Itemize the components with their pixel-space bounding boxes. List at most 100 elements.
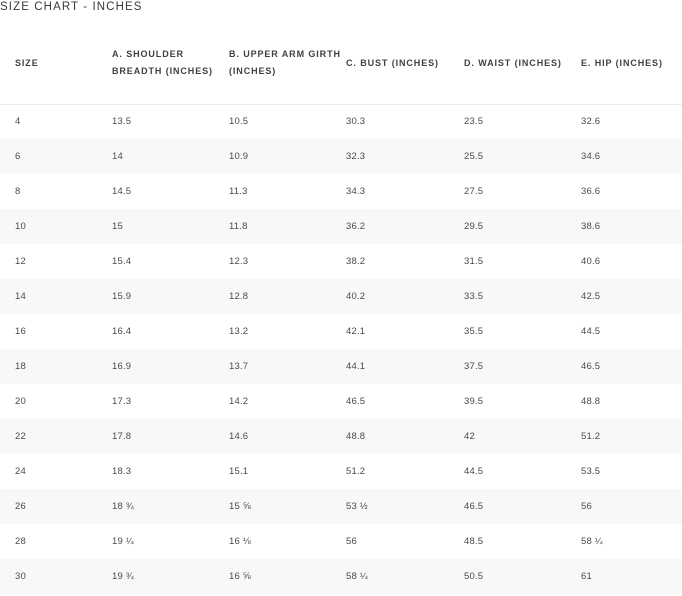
cell-shoulder-breadth: 15.9 [112, 291, 132, 302]
cell-shoulder-breadth: 15 [112, 221, 123, 232]
cell-upper-arm-girth: 16 ⅝ [229, 571, 251, 582]
table-header-row: SIZE A. SHOULDER BREADTH (INCHES) B. UPP… [0, 23, 682, 105]
header-waist: D. WAIST (INCHES) [464, 23, 581, 105]
cell-hip: 48.8 [581, 396, 601, 407]
cell-hip: 58 ¼ [581, 536, 603, 547]
cell-hip: 44.5 [581, 326, 601, 337]
cell-shoulder-breadth: 13.5 [112, 116, 132, 128]
cell-waist: 23.5 [464, 116, 484, 128]
cell-bust: 44.1 [346, 361, 366, 372]
cell-bust: 42.1 [346, 326, 366, 337]
table-row: 14 15.9 12.8 40.2 33.5 42.5 [0, 279, 682, 314]
cell-upper-arm-girth: 11.8 [229, 221, 248, 232]
cell-upper-arm-girth: 15.1 [229, 466, 249, 477]
cell-upper-arm-girth: 10.5 [229, 116, 249, 128]
cell-hip: 53.5 [581, 466, 601, 477]
cell-bust: 30.3 [346, 116, 366, 128]
cell-size: 20 [15, 396, 26, 407]
header-hip: E. HIP (INCHES) [581, 23, 682, 105]
cell-upper-arm-girth: 12.8 [229, 291, 249, 302]
cell-size: 26 [15, 501, 26, 512]
cell-shoulder-breadth: 14 [112, 151, 123, 162]
cell-hip: 38.6 [581, 221, 601, 232]
header-upper-arm-girth: B. UPPER ARM GIRTH (INCHES) [229, 23, 346, 105]
cell-upper-arm-girth: 13.7 [229, 361, 249, 372]
cell-bust: 58 ¼ [346, 571, 368, 582]
cell-waist: 42 [464, 431, 475, 442]
cell-shoulder-breadth: 18.3 [112, 466, 132, 477]
cell-shoulder-breadth: 17.3 [112, 396, 132, 407]
cell-bust: 36.2 [346, 221, 366, 232]
cell-shoulder-breadth: 18 ¾ [112, 501, 134, 512]
size-chart-table: SIZE A. SHOULDER BREADTH (INCHES) B. UPP… [0, 23, 682, 594]
cell-bust: 38.2 [346, 256, 366, 267]
cell-hip: 56 [581, 501, 592, 512]
cell-bust: 56 [346, 536, 357, 547]
table-row: 16 16.4 13.2 42.1 35.5 44.5 [0, 314, 682, 349]
cell-size: 18 [15, 361, 26, 372]
cell-hip: 34.6 [581, 151, 601, 162]
page-title: SIZE CHART - INCHES [0, 1, 143, 13]
cell-shoulder-breadth: 16.4 [112, 326, 132, 337]
cell-hip: 32.6 [581, 116, 601, 128]
cell-bust: 53 ½ [346, 501, 368, 512]
cell-bust: 40.2 [346, 291, 366, 302]
cell-shoulder-breadth: 17.8 [112, 431, 132, 442]
cell-waist: 27.5 [464, 186, 484, 197]
cell-size: 8 [15, 186, 21, 197]
cell-waist: 29.5 [464, 221, 484, 232]
cell-waist: 31.5 [464, 256, 484, 267]
table-body: 4 13.5 10.5 30.3 23.5 32.6 6 14 10.9 32.3 25.5 34.6… [0, 104, 682, 594]
table-row: 30 19 ¾ 16 ⅝ 58 ¼ 50.5 61 [0, 559, 682, 594]
table-row: 26 18 ¾ 15 ⅝ 53 ½ 46.5 56 [0, 489, 682, 524]
cell-waist: 25.5 [464, 151, 484, 162]
cell-size: 10 [15, 221, 26, 232]
cell-waist: 48.5 [464, 536, 484, 547]
cell-size: 22 [15, 431, 26, 442]
table-row: 28 19 ¼ 16 ⅛ 56 48.5 58 ¼ [0, 524, 682, 559]
cell-waist: 37.5 [464, 361, 484, 372]
cell-bust: 51.2 [346, 466, 366, 477]
table-row: 18 16.9 13.7 44.1 37.5 46.5 [0, 349, 682, 384]
table-row: 6 14 10.9 32.3 25.5 34.6 [0, 139, 682, 174]
header-bust: C. BUST (INCHES) [346, 23, 464, 105]
cell-upper-arm-girth: 15 ⅝ [229, 501, 251, 512]
cell-upper-arm-girth: 10.9 [229, 151, 249, 162]
cell-upper-arm-girth: 13.2 [229, 326, 249, 337]
cell-waist: 46.5 [464, 501, 484, 512]
cell-upper-arm-girth: 14.6 [229, 431, 249, 442]
table-row: 22 17.8 14.6 48.8 42 51.2 [0, 419, 682, 454]
header-size: SIZE [0, 23, 112, 105]
cell-hip: 42.5 [581, 291, 601, 302]
cell-size: 28 [15, 536, 26, 547]
cell-size: 24 [15, 466, 26, 477]
cell-size: 6 [15, 151, 21, 162]
cell-size: 14 [15, 291, 26, 302]
cell-upper-arm-girth: 12.3 [229, 256, 249, 267]
table-row: 20 17.3 14.2 46.5 39.5 48.8 [0, 384, 682, 419]
cell-bust: 48.8 [346, 431, 366, 442]
cell-waist: 33.5 [464, 291, 484, 302]
cell-shoulder-breadth: 16.9 [112, 361, 132, 372]
cell-hip: 61 [581, 571, 592, 582]
cell-upper-arm-girth: 16 ⅛ [229, 536, 251, 547]
cell-bust: 34.3 [346, 186, 366, 197]
table-row: 8 14.5 11.3 34.3 27.5 36.6 [0, 174, 682, 209]
cell-bust: 32.3 [346, 151, 366, 162]
cell-waist: 39.5 [464, 396, 484, 407]
cell-waist: 44.5 [464, 466, 484, 477]
cell-hip: 40.6 [581, 256, 601, 267]
table-row: 10 15 11.8 36.2 29.5 38.6 [0, 209, 682, 244]
cell-hip: 46.5 [581, 361, 601, 372]
cell-bust: 46.5 [346, 396, 366, 407]
header-shoulder-breadth: A. SHOULDER BREADTH (INCHES) [112, 23, 229, 105]
cell-size: 16 [15, 326, 26, 337]
cell-size: 4 [15, 116, 21, 128]
table-row: 12 15.4 12.3 38.2 31.5 40.6 [0, 244, 682, 279]
cell-size: 30 [15, 571, 26, 582]
cell-shoulder-breadth: 14.5 [112, 186, 132, 197]
cell-shoulder-breadth: 19 ¼ [112, 536, 134, 547]
table-row: 24 18.3 15.1 51.2 44.5 53.5 [0, 454, 682, 489]
cell-size: 12 [15, 256, 26, 267]
cell-waist: 35.5 [464, 326, 484, 337]
